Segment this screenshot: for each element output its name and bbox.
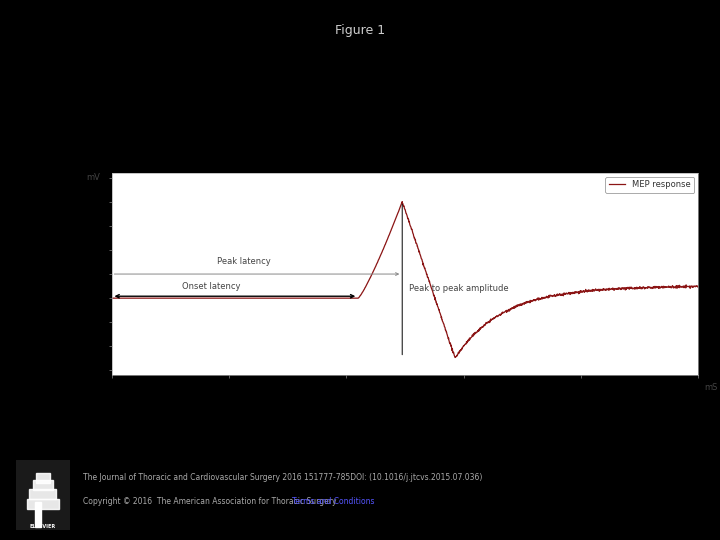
Bar [35,502,41,527]
Text: Terms and Conditions: Terms and Conditions [292,497,374,505]
Bar [32,481,53,490]
MEP response [107,295,116,301]
MEP response [451,354,459,361]
MEP response [392,212,401,219]
Text: The Journal of Thoracic and Cardiovascular Surgery 2016 151777-785DOI: (10.1016/: The Journal of Thoracic and Cardiovascul… [83,474,482,482]
Text: mS: mS [704,383,718,393]
Text: mV: mV [86,173,100,182]
MEP response [138,295,146,301]
MEP response [398,198,407,205]
Bar [27,500,59,509]
MEP response [678,284,686,290]
Line: MEP response: MEP response [112,201,698,357]
Legend: MEP response: MEP response [606,177,694,193]
MEP response [694,284,703,290]
Text: Peak to peak amplitude: Peak to peak amplitude [409,284,509,293]
MEP response [377,250,386,256]
MEP response [570,291,579,297]
Text: Onset latency: Onset latency [182,281,240,291]
Bar [36,474,50,483]
Text: Figure 1: Figure 1 [335,24,385,37]
Text: ELSEVIER: ELSEVIER [30,524,56,529]
MEP response [678,284,686,290]
Text: Copyright © 2016  The American Association for Thoracic Surgery: Copyright © 2016 The American Associatio… [83,497,338,505]
Bar [30,489,56,499]
Text: Peak latency: Peak latency [217,258,271,266]
